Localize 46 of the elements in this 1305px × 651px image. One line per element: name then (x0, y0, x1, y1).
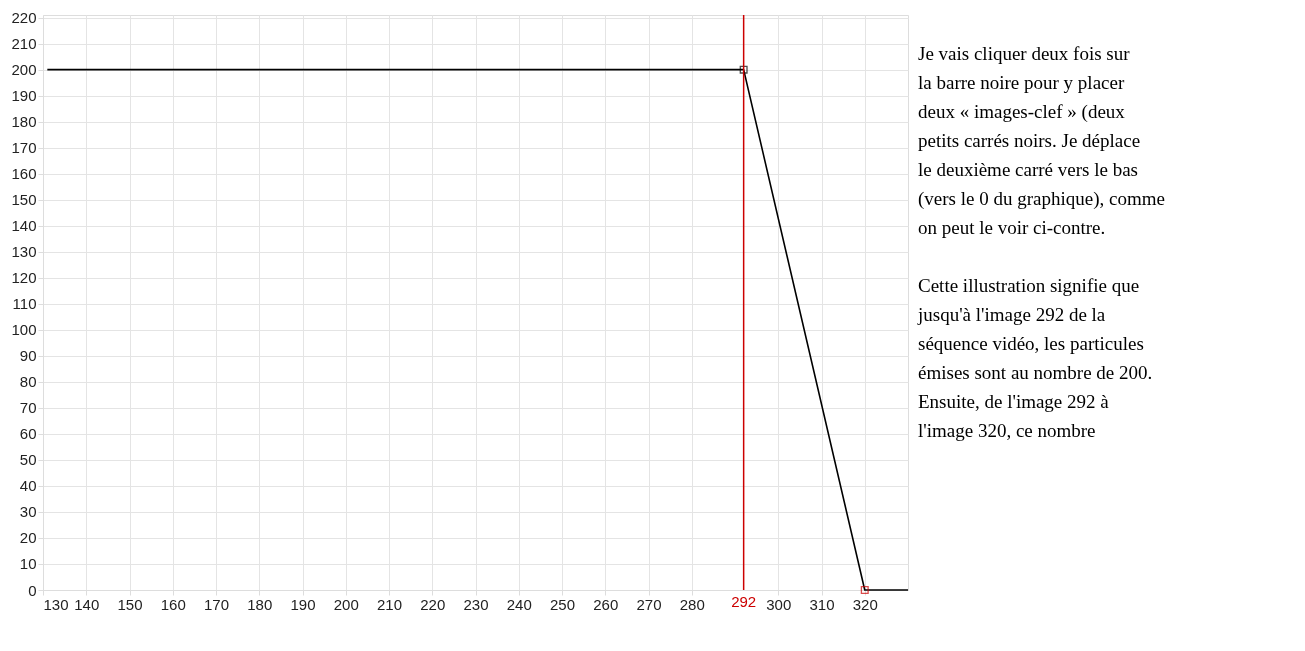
y-tick-label: 50 (19, 451, 37, 469)
x-tick-label: 230 (463, 595, 489, 613)
y-tick-label: 10 (19, 555, 37, 573)
y-tick-label: 150 (11, 191, 37, 209)
y-tick-label: 70 (19, 399, 37, 417)
text: Cette illustration signifie que jusqu'à l'image 292 de la séquence vidéo, les particules émises sont au nombre de 200. (917, 275, 1153, 383)
y-tick-label: 190 (11, 87, 37, 105)
y-tick-label: 200 (11, 61, 37, 79)
y-tick-label: 130 (11, 243, 37, 261)
x-tick-label: 190 (290, 595, 316, 613)
x-tick-label: 250 (549, 595, 576, 613)
x-tick-label: 280 (679, 595, 705, 613)
x-tick-label: 180 (247, 595, 273, 613)
y-tick-label: 170 (11, 139, 37, 157)
y-tick-label: 60 (19, 425, 37, 443)
x-tick-label: 310 (809, 595, 835, 613)
x-tick-label: 150 (117, 595, 143, 613)
y-tick-label: 20 (19, 529, 37, 547)
y-tick-label: 80 (19, 373, 37, 391)
y-tick-label: 140 (11, 217, 37, 235)
y-tick-label: 180 (11, 113, 37, 131)
x-tick-label: 270 (636, 595, 662, 613)
x-tick-label: 240 (506, 595, 532, 613)
x-tick-label: 140 (74, 595, 100, 613)
y-tick-label: 160 (11, 165, 37, 183)
x-tick-label: 260 (593, 595, 619, 613)
y-tick-label: 220 (11, 9, 37, 27)
x-tick-label: 210 (376, 595, 403, 613)
y-tick-label: 110 (12, 295, 37, 313)
x-tick-label: 320 (852, 595, 878, 613)
x-tick-label: 160 (160, 595, 186, 613)
x-tick-label: 170 (203, 595, 230, 613)
y-tick-label: 40 (19, 477, 37, 495)
y-tick-label: 30 (19, 503, 37, 521)
x-tick-label: 220 (420, 595, 446, 613)
text: Je vais cliquer deux fois sur la barre noire pour y placer deux « images-clef » (deux petits carrés noirs. Je déplace le deuxième carré vers le bas (vers le 0 du graphique), comme on peut le voir ci-contre. (918, 43, 1165, 238)
y-tick-label: 100 (11, 321, 37, 339)
text: Ensuite, de l'image 292 à l'image 320, ce nombre (918, 391, 1110, 441)
y-tick-label: 120 (11, 269, 37, 287)
ref-line-label: 292 (731, 593, 757, 610)
x-tick-label: 200 (333, 595, 359, 613)
x-tick-label: 300 (766, 595, 792, 613)
y-tick-label: 0 (28, 581, 37, 599)
y-tick-label: 90 (19, 347, 37, 365)
y-tick-label: 210 (11, 35, 37, 53)
x-tick-label: 130 (43, 595, 69, 613)
